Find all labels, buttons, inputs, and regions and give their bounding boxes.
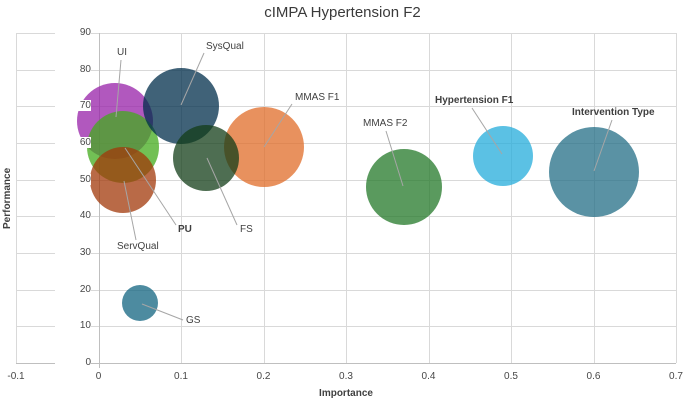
bubble-mmas-f2 — [365, 149, 442, 225]
gridline-horizontal — [16, 143, 676, 144]
point-label-gs: GS — [186, 315, 201, 326]
gridline-horizontal — [16, 69, 676, 71]
point-label-ui: UI — [117, 47, 127, 58]
x-axis-title: Importance — [319, 388, 373, 399]
y-tick-label: 40 — [55, 210, 91, 222]
bubble-intervention-type — [548, 127, 639, 218]
gridline-vertical — [16, 33, 17, 363]
x-tick-label: 0.1 — [174, 371, 188, 382]
gridline-horizontal — [16, 289, 676, 291]
point-label-intervention-type: Intervention Type — [572, 107, 655, 118]
y-tick-label: 70 — [55, 100, 91, 112]
point-label-pu: PU — [178, 224, 192, 235]
x-tick-label: 0.5 — [504, 371, 518, 382]
gridline-horizontal — [16, 216, 676, 218]
point-label-hypertension-f1: Hypertension F1 — [435, 95, 514, 106]
gridline-vertical — [676, 33, 677, 363]
gridline-horizontal — [16, 106, 676, 108]
y-tick-label: 50 — [55, 173, 91, 185]
y-axis-title: Performance — [2, 167, 13, 229]
point-label-mmas-f2: MMAS F2 — [363, 118, 408, 129]
y-tick-label: 30 — [55, 247, 91, 258]
gridline-horizontal — [16, 326, 676, 328]
bubble-servqual — [90, 146, 157, 213]
gridline-vertical — [511, 33, 512, 363]
y-tick-label: 60 — [55, 137, 91, 148]
y-tick-label: 20 — [55, 283, 91, 295]
x-tick-label: 0.3 — [339, 371, 353, 382]
point-label-mmas-f1: MMAS F1 — [295, 92, 340, 103]
gridline-horizontal — [16, 33, 676, 34]
x-tick-label: 0.2 — [256, 371, 271, 382]
x-tick-label: 0.7 — [669, 371, 683, 382]
y-tick-label: 0 — [55, 357, 91, 368]
gridline-vertical — [263, 33, 265, 363]
x-tick-label: 0.4 — [421, 371, 436, 382]
bubble-fs — [172, 124, 239, 191]
chart-title: cIMPA Hypertension F2 — [264, 4, 421, 21]
point-label-sysqual: SysQual — [206, 41, 244, 52]
y-tick-label: 10 — [55, 320, 91, 332]
gridline-horizontal — [16, 253, 676, 254]
plot-area — [16, 33, 677, 368]
point-label-fs: FS — [240, 224, 253, 235]
bubble-gs — [121, 284, 158, 321]
x-axis-line — [16, 363, 676, 364]
x-tick-label: 0.6 — [586, 371, 601, 382]
gridline-vertical — [181, 33, 182, 363]
x-tick-label: -0.1 — [7, 371, 25, 382]
bubble-hypertension-f1 — [472, 125, 533, 186]
point-label-servqual: ServQual — [117, 241, 159, 252]
gridline-vertical — [346, 33, 347, 363]
gridline-horizontal — [16, 179, 676, 181]
y-tick-label: 90 — [55, 27, 91, 38]
y-tick-label: 80 — [55, 63, 91, 75]
x-tick-label: 0 — [95, 371, 102, 382]
